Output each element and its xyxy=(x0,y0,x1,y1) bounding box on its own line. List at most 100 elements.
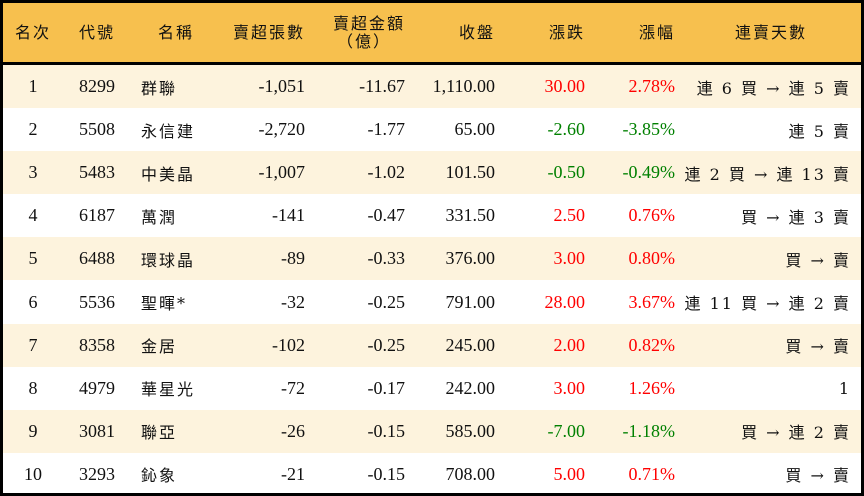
cell-rank: 7 xyxy=(3,323,63,367)
cell-amount: -1.02 xyxy=(311,151,411,195)
cell-rank: 1 xyxy=(3,63,63,109)
cell-close: 1,110.00 xyxy=(411,63,501,109)
table-row: 4 6187 萬潤 -141 -0.47 331.50 2.50 0.76% 買 → 連 3 賣 xyxy=(3,194,861,237)
header-code: 代號 xyxy=(63,3,131,65)
cell-name: 聯亞 xyxy=(131,409,221,453)
table-row: 8 4979 華星光 -72 -0.17 242.00 3.00 1.26% 1 xyxy=(3,367,861,410)
cell-close: 708.00 xyxy=(445,463,496,484)
header-rank: 名次 xyxy=(3,3,63,65)
cell-amount: -0.17 xyxy=(367,377,406,398)
cell-close: 331.50 xyxy=(445,205,496,226)
cell-name: 金居 xyxy=(131,323,221,367)
cell-close: 585.00 xyxy=(411,409,501,453)
cell-change: -0.50 xyxy=(501,151,591,195)
cell-shares: -141 xyxy=(272,205,305,226)
cell-name: 華星光 xyxy=(141,380,196,400)
cell-streak: 1 xyxy=(838,378,851,398)
header-close: 收盤 xyxy=(411,3,501,65)
cell-code: 5483 xyxy=(63,151,131,195)
cell-code: 6488 xyxy=(63,237,131,281)
table-row: 6 5536 聖暉* -32 -0.25 791.00 28.00 3.67% 連 11 買 →… xyxy=(3,280,861,323)
cell-pct: 0.82% xyxy=(591,323,681,367)
cell-streak: 買 → 賣 xyxy=(785,466,851,486)
cell-close: 65.00 xyxy=(454,119,496,140)
cell-rank: 9 xyxy=(3,409,63,453)
cell-streak: 買 → 賣 xyxy=(681,237,861,281)
cell-streak: 連 5 賣 xyxy=(788,121,851,141)
table-row: 7 8358 金居 -102 -0.25 245.00 2.00 0.82% 買 → 賣 xyxy=(3,323,861,367)
cell-code: 5536 xyxy=(79,291,115,312)
table-row: 2 5508 永信建 -2,720 -1.77 65.00 -2.60 -3.85% 連 5 賣 xyxy=(3,108,861,151)
cell-amount: -11.67 xyxy=(311,63,411,109)
cell-change: 2.50 xyxy=(553,205,586,226)
cell-pct: -0.49% xyxy=(591,151,681,195)
cell-amount: -0.47 xyxy=(367,205,406,226)
cell-streak: 買 → 連 2 賣 xyxy=(681,409,861,453)
cell-pct: 0.71% xyxy=(628,463,676,484)
cell-amount: -1.77 xyxy=(367,119,406,140)
cell-rank: 10 xyxy=(24,463,42,484)
cell-shares: -26 xyxy=(221,409,311,453)
cell-code: 8358 xyxy=(63,323,131,367)
header-pct: 漲幅 xyxy=(591,3,681,65)
cell-code: 6187 xyxy=(79,205,115,226)
cell-close: 791.00 xyxy=(445,291,496,312)
cell-code: 4979 xyxy=(79,377,115,398)
cell-rank: 4 xyxy=(28,205,38,226)
cell-streak: 連 11 買 → 連 2 賣 xyxy=(684,294,851,314)
cell-name: 萬潤 xyxy=(141,207,178,227)
cell-pct: -1.18% xyxy=(591,409,681,453)
cell-streak: 連 2 買 → 連 13 賣 xyxy=(681,151,861,195)
cell-change: 5.00 xyxy=(553,463,586,484)
cell-pct: 2.78% xyxy=(591,63,681,109)
cell-amount: -0.25 xyxy=(367,291,406,312)
header-row: 名次 代號 名稱 賣超張數 賣超金額 （億） 收盤 漲跌 漲幅 連賣天數 xyxy=(3,3,861,65)
table-row: 1 8299 群聯 -1,051 -11.67 1,110.00 30.00 2.78% 連 6… xyxy=(3,63,861,109)
header-name: 名稱 xyxy=(131,3,221,65)
cell-shares: -21 xyxy=(281,463,305,484)
cell-close: 376.00 xyxy=(411,237,501,281)
header-amount-line1: 賣超金額 xyxy=(332,13,405,33)
cell-close: 242.00 xyxy=(445,377,496,398)
header-shares: 賣超張數 xyxy=(221,3,311,65)
table-row: 9 3081 聯亞 -26 -0.15 585.00 -7.00 -1.18% 買 → 連 2 … xyxy=(3,409,861,453)
cell-shares: -89 xyxy=(221,237,311,281)
cell-name: 環球晶 xyxy=(131,237,221,281)
cell-name: 鈊象 xyxy=(141,466,178,486)
net-sell-ranking-table: 名次 代號 名稱 賣超張數 賣超金額 （億） 收盤 漲跌 漲幅 連賣天數 1 829… xyxy=(3,3,861,496)
table-row: 10 3293 鈊象 -21 -0.15 708.00 5.00 0.71% 買 → 賣 xyxy=(3,453,861,496)
cell-change: 2.00 xyxy=(501,323,591,367)
cell-rank: 8 xyxy=(28,377,38,398)
cell-shares: -1,007 xyxy=(221,151,311,195)
cell-pct: 0.80% xyxy=(591,237,681,281)
cell-change: 3.00 xyxy=(501,237,591,281)
cell-name: 群聯 xyxy=(131,63,221,109)
table-row: 5 6488 環球晶 -89 -0.33 376.00 3.00 0.80% 買 → 賣 xyxy=(3,237,861,281)
cell-pct: 0.76% xyxy=(628,205,676,226)
cell-shares: -1,051 xyxy=(221,63,311,109)
cell-code: 5508 xyxy=(79,119,115,140)
cell-change: 3.00 xyxy=(553,377,586,398)
header-amount: 賣超金額 （億） xyxy=(311,3,411,65)
cell-code: 8299 xyxy=(63,63,131,109)
cell-rank: 5 xyxy=(3,237,63,281)
cell-close: 101.50 xyxy=(411,151,501,195)
cell-rank: 2 xyxy=(28,119,38,140)
cell-pct: -3.85% xyxy=(622,119,676,140)
cell-shares: -2,720 xyxy=(258,119,306,140)
cell-change: 30.00 xyxy=(501,63,591,109)
cell-streak: 買 → 連 3 賣 xyxy=(741,207,851,227)
cell-rank: 3 xyxy=(3,151,63,195)
cell-shares: -72 xyxy=(281,377,305,398)
cell-change: -2.60 xyxy=(547,119,586,140)
cell-code: 3081 xyxy=(63,409,131,453)
header-amount-line2: （億） xyxy=(336,31,391,51)
cell-amount: -0.33 xyxy=(311,237,411,281)
cell-pct: 3.67% xyxy=(628,291,676,312)
cell-amount: -0.15 xyxy=(311,409,411,453)
cell-change: -7.00 xyxy=(501,409,591,453)
cell-rank: 6 xyxy=(28,291,38,312)
table-row: 3 5483 中美晶 -1,007 -1.02 101.50 -0.50 -0.49% 連 2 … xyxy=(3,151,861,195)
cell-streak: 連 6 買 → 連 5 賣 xyxy=(681,63,861,109)
